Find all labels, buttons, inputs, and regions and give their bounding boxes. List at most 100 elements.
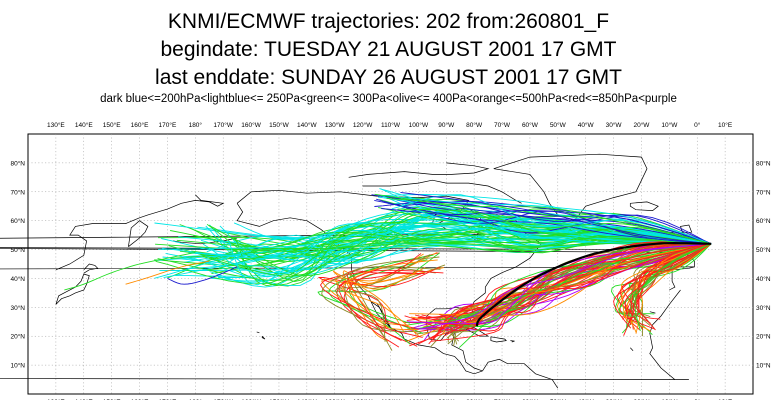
trajectory xyxy=(342,259,438,336)
trajectory xyxy=(349,259,428,324)
lon-label-bottom: 50°W xyxy=(550,398,567,400)
coastline xyxy=(493,153,648,222)
lat-label-right: 60°N xyxy=(756,217,771,225)
trajectory xyxy=(634,243,712,332)
lon-label-bottom: 170°E xyxy=(159,398,177,400)
trajectory xyxy=(405,243,712,326)
lat-label-right: 10°N xyxy=(756,362,771,370)
lat-label-right: 50°N xyxy=(756,246,771,254)
lon-label-bottom: 130°W xyxy=(325,398,345,400)
lat-label-left: 60°N xyxy=(10,217,25,225)
coastline xyxy=(490,336,507,343)
trajectory xyxy=(321,267,444,331)
coastline xyxy=(83,263,99,274)
coastline xyxy=(128,220,149,247)
trajectory xyxy=(374,199,712,245)
lon-label-bottom: 10°W xyxy=(661,398,678,400)
lon-label-bottom: 150°E xyxy=(103,398,121,400)
lon-label-top: 10°E xyxy=(718,121,733,129)
trajectory xyxy=(125,260,210,285)
trajectory xyxy=(157,222,712,281)
lon-label-bottom: 70°W xyxy=(494,398,511,400)
coastline xyxy=(348,162,490,178)
lon-label-bottom: 100°W xyxy=(409,398,429,400)
trajectory xyxy=(449,243,712,321)
coastline xyxy=(261,335,266,340)
trajectory xyxy=(227,228,712,277)
trajectory xyxy=(409,242,712,315)
coastline xyxy=(236,203,483,375)
trajectory xyxy=(343,272,425,338)
lon-label-top: 170°E xyxy=(159,121,177,129)
trajectory xyxy=(167,266,238,285)
lon-label-top: 60°W xyxy=(522,121,539,129)
lat-label-right: 30°N xyxy=(756,304,771,312)
lon-label-bottom: 160°E xyxy=(131,398,149,400)
lat-label-left: 50°N xyxy=(10,246,25,254)
trajectory xyxy=(388,195,712,245)
coastline xyxy=(55,194,225,271)
lon-label-top: 0° xyxy=(694,121,701,129)
lon-label-top: 160°E xyxy=(131,121,149,129)
lon-label-top: 120°W xyxy=(353,121,373,129)
coastline xyxy=(629,201,659,211)
lon-label-bottom: 130°E xyxy=(47,398,65,400)
lat-label-left: 40°N xyxy=(10,275,25,283)
coastline xyxy=(55,273,90,305)
lon-label-top: 100°W xyxy=(409,121,429,129)
trajectory xyxy=(400,191,712,245)
coastline xyxy=(0,289,689,380)
lon-label-top: 140°E xyxy=(75,121,93,129)
lon-label-top: 70°W xyxy=(494,121,511,129)
lon-label-bottom: 140°E xyxy=(75,398,93,400)
lon-label-bottom: 0° xyxy=(694,398,701,400)
lon-label-bottom: 20°W xyxy=(633,398,650,400)
lon-label-bottom: 30°W xyxy=(606,398,623,400)
lon-label-bottom: 180° xyxy=(189,398,203,400)
pressure-legend: dark blue<=200hPa<lightblue<= 250Pa<gree… xyxy=(100,93,677,105)
trajectory xyxy=(337,266,441,342)
lon-label-top: 140°W xyxy=(297,121,317,129)
title-line-1: KNMI/ECMWF trajectories: 202 from:260801… xyxy=(167,10,610,33)
trajectory xyxy=(317,266,440,328)
trajectory xyxy=(448,243,712,327)
lon-label-bottom: 80°W xyxy=(466,398,483,400)
coastline xyxy=(510,340,515,343)
trajectory xyxy=(227,210,712,286)
lon-label-bottom: 170°W xyxy=(213,398,233,400)
title-line-3: last enddate: SUNDAY 26 AUGUST 2001 17 G… xyxy=(155,66,622,89)
title-line-2: begindate: TUESDAY 21 AUGUST 2001 17 GMT xyxy=(160,38,617,61)
lon-label-top: 130°W xyxy=(325,121,345,129)
trajectory xyxy=(374,193,712,245)
lon-label-bottom: 110°W xyxy=(381,398,401,400)
mean-trajectory xyxy=(475,241,712,327)
lon-label-top: 80°W xyxy=(466,121,483,129)
lat-label-right: 70°N xyxy=(756,188,771,196)
coastline xyxy=(256,331,260,334)
trajectory xyxy=(404,243,712,332)
trajectory xyxy=(621,243,712,331)
lon-label-top: 180° xyxy=(189,121,203,129)
trajectory xyxy=(319,269,444,329)
lon-label-top: 30°W xyxy=(606,121,623,129)
lat-label-left: 20°N xyxy=(10,333,25,341)
trajectory xyxy=(437,243,712,332)
trajectory xyxy=(623,243,712,336)
lon-label-bottom: 150°W xyxy=(269,398,289,400)
lat-label-right: 20°N xyxy=(756,333,771,341)
trajectory xyxy=(348,267,426,328)
trajectory xyxy=(334,254,431,340)
coastline xyxy=(482,358,559,389)
lon-label-bottom: 120°W xyxy=(353,398,373,400)
lon-label-bottom: 60°W xyxy=(522,398,539,400)
coastline xyxy=(649,311,656,314)
lon-label-top: 170°W xyxy=(213,121,233,129)
trajectory xyxy=(379,199,712,245)
lon-label-top: 40°W xyxy=(578,121,595,129)
trajectory xyxy=(64,251,196,291)
trajectory xyxy=(406,243,712,325)
lon-label-top: 150°W xyxy=(269,121,289,129)
trajectory xyxy=(379,194,712,245)
trajectory xyxy=(230,231,712,261)
trajectory xyxy=(371,194,712,245)
